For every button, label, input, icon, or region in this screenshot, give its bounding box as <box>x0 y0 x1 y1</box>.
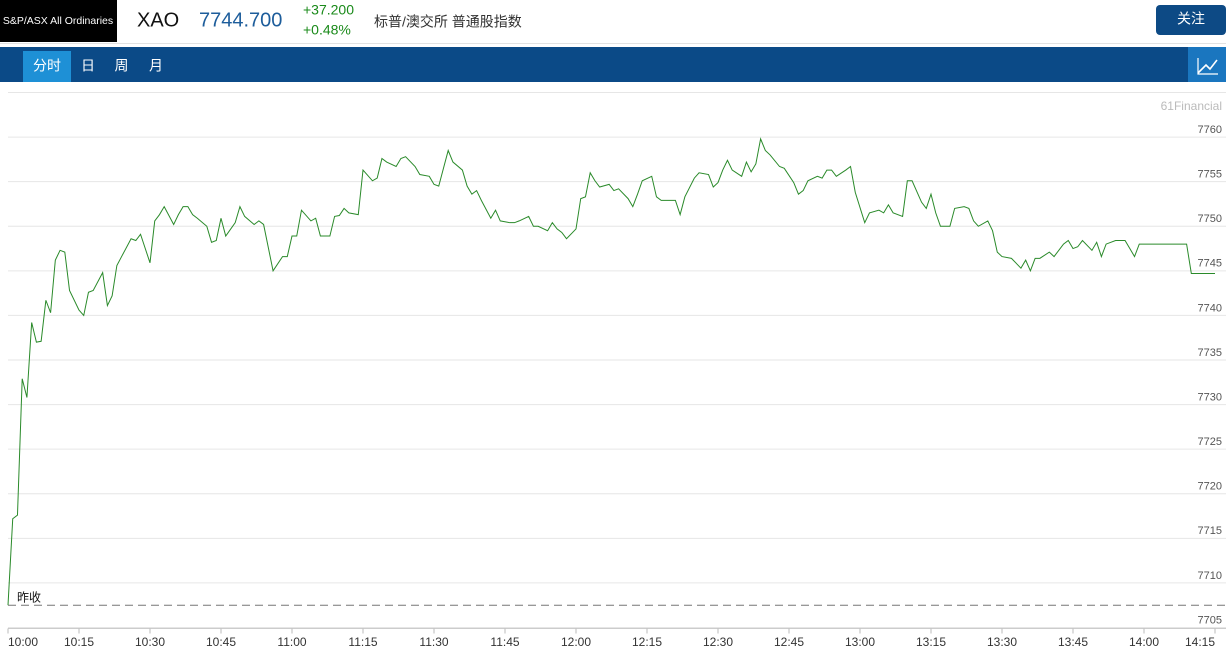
x-tick-label: 13:00 <box>845 635 875 649</box>
nav-bar <box>0 47 1226 82</box>
chart-toggle[interactable] <box>1188 47 1226 82</box>
tab[interactable]: 分时 <box>33 58 61 74</box>
x-tick-label: 14:00 <box>1129 635 1159 649</box>
price: 7744.700 <box>199 9 282 31</box>
x-tick-label: 12:00 <box>561 635 591 649</box>
x-tick-label: 12:30 <box>703 635 733 649</box>
y-tick-label: 7745 <box>1198 258 1222 270</box>
tab[interactable]: 日 <box>81 58 95 74</box>
y-tick-label: 7705 <box>1198 614 1222 626</box>
tab[interactable]: 月 <box>149 58 163 74</box>
chart-toggle-icon-axis <box>1197 58 1218 75</box>
x-tick-label: 11:15 <box>348 635 377 649</box>
y-tick-label: 7735 <box>1198 347 1222 359</box>
x-tick-label: 10:45 <box>206 635 236 649</box>
y-tick-label: 7720 <box>1198 481 1222 493</box>
y-tick-label: 7730 <box>1198 391 1222 403</box>
y-tick-label: 7740 <box>1198 302 1222 314</box>
x-tick-label: 10:30 <box>135 635 165 649</box>
x-tick-label: 14:15 <box>1185 635 1215 649</box>
symbol: XAO <box>137 9 179 31</box>
y-tick-label: 7755 <box>1198 169 1222 181</box>
y-tick-label: 7715 <box>1198 525 1222 537</box>
x-tick-label: 11:45 <box>490 635 519 649</box>
watermark: 61Financial <box>1161 99 1222 113</box>
x-tick-label: 10:00 <box>8 635 38 649</box>
plot: 7705 7710 7715 7720 7725 7730 7735 7740 7745 7750… <box>7 124 1226 649</box>
y-tick-label: 7760 <box>1198 124 1222 136</box>
change: +37.200 <box>303 2 354 18</box>
x-tick-label: 13:45 <box>1058 635 1088 649</box>
follow-button-label[interactable]: 关注 <box>1177 11 1205 27</box>
x-tick-label: 12:45 <box>774 635 804 649</box>
change-pct: +0.48% <box>303 22 351 38</box>
x-tick-label: 13:15 <box>916 635 946 649</box>
logo-text: S&P/ASX All Ordinaries <box>3 15 113 27</box>
price-line <box>7 137 1215 606</box>
tab-active-bg[interactable] <box>23 51 71 82</box>
follow-button[interactable] <box>1156 5 1226 35</box>
tab[interactable]: 周 <box>115 58 129 74</box>
reference-label: 昨收 <box>17 590 41 604</box>
logo <box>0 0 117 42</box>
y-tick-label: 7750 <box>1198 213 1222 225</box>
x-tick-label: 12:15 <box>632 635 662 649</box>
tabs: 分时 日 周 月 <box>23 51 163 82</box>
chart-toggle-icon[interactable] <box>1197 59 1218 74</box>
x-tick-label: 11:00 <box>277 635 306 649</box>
x-tick-label: 11:30 <box>419 635 448 649</box>
y-tick-label: 7725 <box>1198 436 1222 448</box>
index-name: 标普/澳交所 普通股指数 <box>374 14 522 30</box>
y-tick-label: 7710 <box>1198 570 1222 582</box>
x-tick-label: 13:30 <box>987 635 1017 649</box>
x-tick-label: 10:15 <box>64 635 94 649</box>
